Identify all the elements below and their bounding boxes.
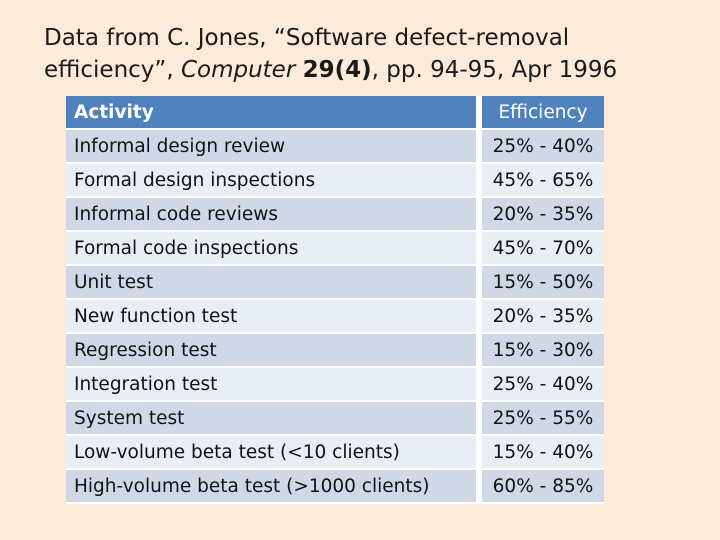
journal-volume: 29(4): [302, 57, 372, 83]
efficiency-cell: 15% - 30%: [476, 334, 604, 368]
table-header-row: Activity Efficiency: [66, 96, 604, 130]
activity-cell: Regression test: [66, 334, 476, 368]
efficiency-cell: 25% - 40%: [476, 368, 604, 402]
title-line-1: Data from C. Jones, “Software defect-rem…: [44, 25, 570, 51]
title-line-2: efficiency”, Computer 29(4), pp. 94-95, …: [44, 54, 704, 86]
efficiency-cell: 15% - 40%: [476, 436, 604, 470]
activity-cell: Unit test: [66, 266, 476, 300]
activity-cell: System test: [66, 402, 476, 436]
efficiency-cell: 20% - 35%: [476, 300, 604, 334]
table-row: Integration test 25% - 40%: [66, 368, 604, 402]
activity-cell: Low-volume beta test (<10 clients): [66, 436, 476, 470]
activity-cell: Informal code reviews: [66, 198, 476, 232]
activity-cell: Formal design inspections: [66, 164, 476, 198]
journal-name: Computer: [180, 57, 296, 83]
efficiency-cell: 15% - 50%: [476, 266, 604, 300]
efficiency-cell: 60% - 85%: [476, 470, 604, 504]
efficiency-cell: 45% - 65%: [476, 164, 604, 198]
activity-column-header: Activity: [66, 96, 476, 130]
title-citation-suffix: , pp. 94-95, Apr 1996: [371, 57, 618, 83]
slide-title: Data from C. Jones, “Software defect-rem…: [44, 22, 704, 86]
table-row: Regression test 15% - 30%: [66, 334, 604, 368]
efficiency-cell: 45% - 70%: [476, 232, 604, 266]
title-citation-prefix: efficiency”,: [44, 57, 181, 83]
table-row: Unit test 15% - 50%: [66, 266, 604, 300]
efficiency-cell: 25% - 55%: [476, 402, 604, 436]
efficiency-cell: 25% - 40%: [476, 130, 604, 164]
activity-cell: Integration test: [66, 368, 476, 402]
table-row: Informal code reviews 20% - 35%: [66, 198, 604, 232]
activity-cell: Informal design review: [66, 130, 476, 164]
efficiency-cell: 20% - 35%: [476, 198, 604, 232]
table-row: Formal code inspections 45% - 70%: [66, 232, 604, 266]
activity-cell: Formal code inspections: [66, 232, 476, 266]
table-row: System test 25% - 55%: [66, 402, 604, 436]
activity-cell: New function test: [66, 300, 476, 334]
table-row: New function test 20% - 35%: [66, 300, 604, 334]
activity-cell: High-volume beta test (>1000 clients): [66, 470, 476, 504]
defect-removal-table: Activity Efficiency Informal design revi…: [66, 96, 604, 504]
table-row: Low-volume beta test (<10 clients) 15% -…: [66, 436, 604, 470]
table-row: Formal design inspections 45% - 65%: [66, 164, 604, 198]
efficiency-column-header: Efficiency: [476, 96, 604, 130]
table-row: Informal design review 25% - 40%: [66, 130, 604, 164]
table-row: High-volume beta test (>1000 clients) 60…: [66, 470, 604, 504]
